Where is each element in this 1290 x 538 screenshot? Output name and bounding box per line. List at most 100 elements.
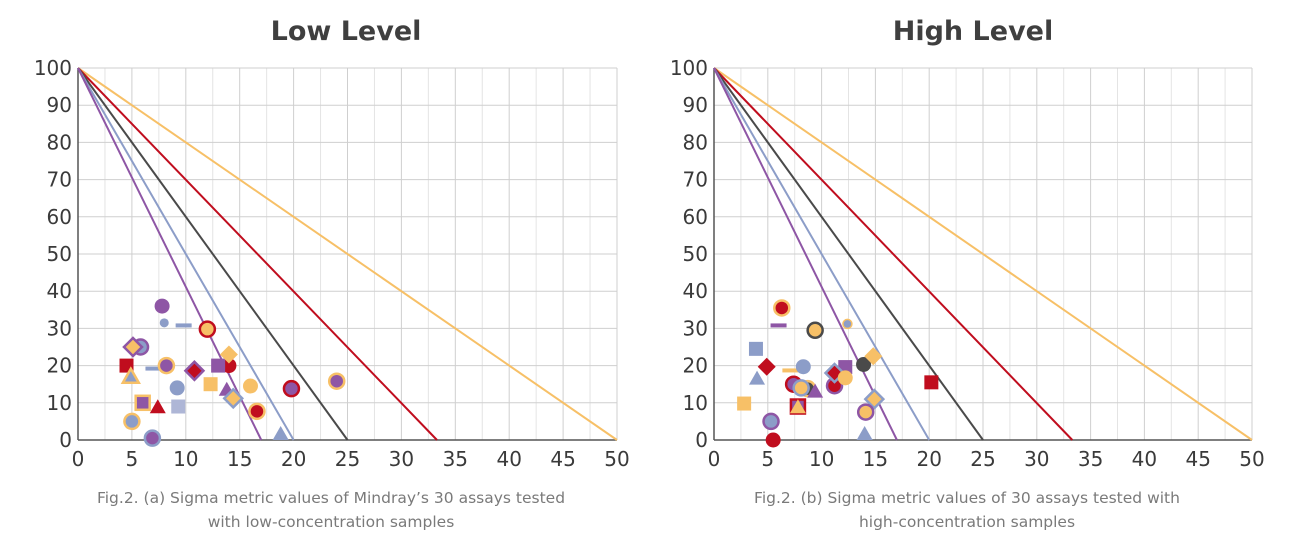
y-tick-label: 70 bbox=[683, 168, 708, 192]
x-tick-label: 0 bbox=[708, 447, 721, 471]
y-tick-label: 10 bbox=[47, 391, 72, 415]
data-point bbox=[211, 358, 226, 373]
sigma-line bbox=[77, 67, 349, 441]
data-point bbox=[842, 318, 853, 330]
data-point bbox=[762, 412, 780, 431]
x-tick-label: 15 bbox=[227, 447, 252, 471]
data-point bbox=[856, 403, 875, 421]
data-points bbox=[737, 299, 939, 448]
y-tick-label: 20 bbox=[683, 354, 708, 378]
sigma-line bbox=[77, 67, 295, 441]
data-point bbox=[789, 399, 806, 414]
caption-line-1: Fig.2. (a) Sigma metric values of Mindra… bbox=[97, 489, 565, 507]
data-point bbox=[748, 341, 763, 356]
data-point bbox=[856, 356, 872, 372]
y-tick-label: 100 bbox=[670, 56, 708, 80]
data-point bbox=[757, 357, 776, 376]
y-tick-label: 50 bbox=[683, 242, 708, 266]
data-point bbox=[770, 323, 787, 328]
y-tick-label: 80 bbox=[683, 130, 708, 154]
high-level-chart: High Level Fig.2. (b) Sigma metric value… bbox=[670, 16, 1265, 531]
sigma-line bbox=[713, 67, 1074, 441]
y-tick-label: 10 bbox=[683, 391, 708, 415]
y-tick-label: 60 bbox=[47, 205, 72, 229]
x-tick-label: 40 bbox=[1132, 447, 1157, 471]
data-point bbox=[143, 429, 162, 447]
data-point bbox=[807, 383, 824, 398]
x-tick-label: 45 bbox=[1185, 447, 1210, 471]
x-tick-label: 40 bbox=[496, 447, 521, 471]
y-tick-label: 90 bbox=[683, 93, 708, 117]
data-point bbox=[221, 358, 237, 374]
y-tick-label: 0 bbox=[695, 428, 708, 452]
y-tick-label: 40 bbox=[47, 279, 72, 303]
x-tick-label: 35 bbox=[443, 447, 468, 471]
sigma-line bbox=[713, 67, 931, 441]
y-tick-label: 80 bbox=[47, 130, 72, 154]
data-point bbox=[175, 323, 192, 328]
data-point bbox=[222, 387, 244, 410]
data-point bbox=[864, 347, 883, 366]
data-point bbox=[749, 370, 766, 385]
data-point bbox=[198, 320, 217, 338]
data-point bbox=[795, 359, 811, 375]
data-points bbox=[119, 298, 346, 447]
sigma-line bbox=[713, 67, 898, 441]
data-point bbox=[203, 377, 218, 392]
data-point bbox=[248, 402, 266, 421]
data-point bbox=[123, 412, 141, 431]
y-tick-label: 60 bbox=[683, 205, 708, 229]
data-point bbox=[806, 321, 824, 340]
data-point bbox=[327, 372, 346, 390]
x-tick-label: 10 bbox=[809, 447, 834, 471]
data-point bbox=[737, 396, 752, 411]
data-point bbox=[837, 370, 853, 386]
x-tick-label: 25 bbox=[335, 447, 360, 471]
x-tick-label: 30 bbox=[1024, 447, 1049, 471]
x-tick-label: 5 bbox=[126, 447, 139, 471]
data-point bbox=[792, 379, 810, 397]
x-tick-label: 30 bbox=[389, 447, 414, 471]
data-point bbox=[145, 366, 162, 371]
data-point bbox=[219, 345, 238, 364]
y-tick-label: 70 bbox=[47, 168, 72, 192]
chart-title: High Level bbox=[893, 16, 1053, 47]
x-tick-label: 50 bbox=[604, 447, 629, 471]
x-tick-label: 20 bbox=[281, 447, 306, 471]
x-tick-label: 10 bbox=[173, 447, 198, 471]
x-tick-label: 45 bbox=[550, 447, 575, 471]
data-point bbox=[863, 388, 886, 410]
data-point bbox=[169, 380, 185, 396]
y-tick-label: 20 bbox=[47, 354, 72, 378]
x-tick-label: 25 bbox=[970, 447, 995, 471]
data-point bbox=[773, 299, 791, 317]
y-tick-label: 90 bbox=[47, 93, 72, 117]
data-point bbox=[856, 426, 873, 441]
low-level-chart: Low Level Fig.2. (a) Sigma metric values… bbox=[34, 16, 630, 531]
gridlines bbox=[714, 67, 1253, 440]
caption-line-2: high-concentration samples bbox=[859, 513, 1075, 531]
chart-title: Low Level bbox=[271, 16, 422, 47]
data-point bbox=[154, 298, 170, 314]
data-point bbox=[157, 356, 176, 375]
data-point bbox=[120, 366, 141, 385]
sigma-line bbox=[77, 67, 263, 441]
x-tick-label: 5 bbox=[761, 447, 774, 471]
data-point bbox=[122, 336, 144, 358]
caption-line-1: Fig.2. (b) Sigma metric values of 30 ass… bbox=[754, 489, 1180, 507]
y-tick-label: 30 bbox=[47, 316, 72, 340]
y-tick-label: 0 bbox=[59, 428, 72, 452]
y-tick-label: 30 bbox=[683, 316, 708, 340]
caption-line-2: with low-concentration samples bbox=[208, 513, 455, 531]
data-point bbox=[924, 375, 939, 390]
data-point bbox=[183, 360, 206, 382]
x-tick-label: 20 bbox=[916, 447, 941, 471]
sigma-line bbox=[77, 67, 618, 441]
data-point bbox=[282, 379, 301, 398]
x-tick-label: 0 bbox=[72, 447, 85, 471]
sigma-line bbox=[77, 67, 438, 441]
x-tick-label: 35 bbox=[1078, 447, 1103, 471]
x-tick-label: 50 bbox=[1239, 447, 1264, 471]
data-point bbox=[159, 318, 169, 328]
